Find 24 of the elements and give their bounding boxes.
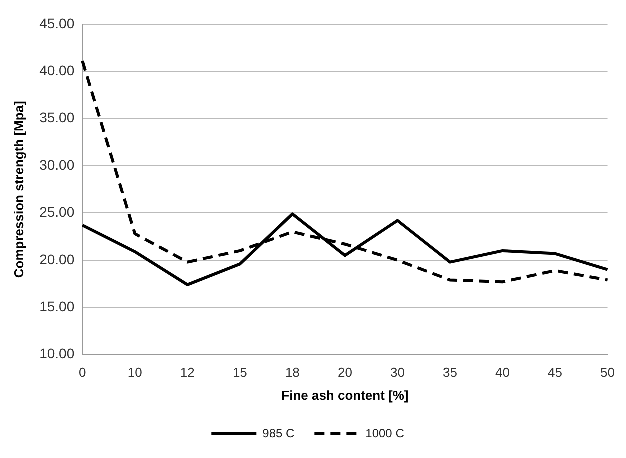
x-tick-label: 35 <box>442 365 458 380</box>
x-tick-label: 30 <box>390 365 405 380</box>
x-tick-label: 0 <box>79 365 86 380</box>
y-axis-title: Compression strength [Mpa] <box>11 101 26 278</box>
x-tick-label: 15 <box>232 365 248 380</box>
y-tick-label: 40.00 <box>40 62 75 78</box>
y-tick-label: 35.00 <box>40 110 75 126</box>
y-tick-label: 20.00 <box>40 251 75 268</box>
x-tick-label: 20 <box>338 365 352 380</box>
x-axis-title: Fine ash content [%] <box>282 388 409 403</box>
y-tick-label: 10.00 <box>40 346 75 362</box>
x-tick-label: 18 <box>285 365 300 380</box>
x-tick-label: 40 <box>496 365 510 380</box>
y-tick-label: 30.00 <box>40 156 75 173</box>
x-tick-label: 45 <box>548 365 562 380</box>
x-tick-label: 10 <box>128 365 142 380</box>
x-tick-label: 50 <box>600 365 616 380</box>
y-tick-label: 45.00 <box>40 15 75 32</box>
legend-label: 1000 C <box>366 426 405 440</box>
x-tick-label: 12 <box>180 365 195 380</box>
legend-label: 985 C <box>262 426 295 440</box>
y-tick-label: 25.00 <box>40 204 75 220</box>
y-tick-label: 15.00 <box>40 298 75 314</box>
line-series <box>81 60 610 284</box>
